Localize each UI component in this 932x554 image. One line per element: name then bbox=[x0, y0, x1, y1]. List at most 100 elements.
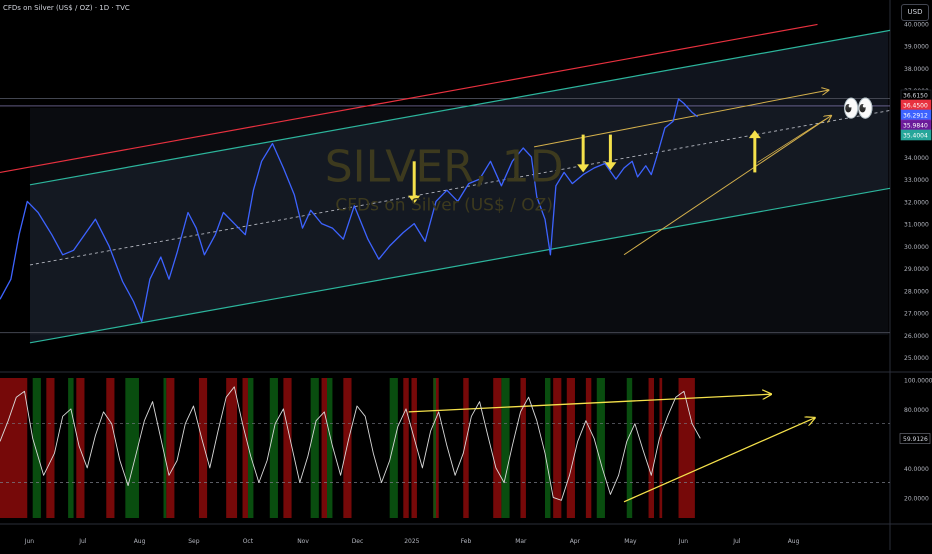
osc-zone-red bbox=[403, 378, 409, 518]
time-axis-tick-label: Dec bbox=[352, 538, 364, 545]
osc-zone-red bbox=[283, 378, 292, 518]
drawings-layer[interactable] bbox=[0, 23, 891, 503]
osc-zone-red bbox=[166, 378, 175, 518]
short-trendline[interactable] bbox=[757, 118, 826, 163]
price-axis-tick-label: 28.0000 bbox=[904, 288, 929, 295]
series-layer bbox=[0, 98, 701, 501]
chart-header-title: CFDs on Silver (US$ / OZ) · 1D · TVC bbox=[3, 4, 130, 12]
osc-zone-green bbox=[125, 378, 139, 518]
osc-zone-green bbox=[68, 378, 74, 518]
osc-current-value-label: 59.9126 bbox=[903, 436, 928, 443]
oscillator-line bbox=[0, 386, 701, 501]
price-axis-tick-label: 34.0000 bbox=[904, 155, 929, 162]
background-layer bbox=[29, 30, 889, 343]
time-axis-tick-label: Jun bbox=[678, 538, 689, 545]
osc-zone-red bbox=[566, 378, 575, 518]
osc-zone-green bbox=[163, 378, 167, 518]
price-axis-tick-label: 31.0000 bbox=[904, 222, 929, 229]
time-axis-tick-label: Nov bbox=[297, 538, 309, 545]
price-label-box bbox=[900, 129, 932, 141]
osc-zone-red bbox=[493, 378, 502, 518]
osc-zone-green bbox=[501, 378, 510, 518]
time-axis-tick-label: Jul bbox=[732, 538, 741, 545]
osc-zone-red bbox=[242, 378, 248, 518]
down-arrow-1-head bbox=[408, 195, 421, 204]
price-axis-tick-label: 40.0000 bbox=[904, 21, 929, 28]
osc-zone-green bbox=[389, 378, 398, 518]
osc-zone-green bbox=[269, 378, 278, 518]
osc-zone-green bbox=[626, 378, 633, 518]
price-label: 36.2912 bbox=[903, 113, 928, 120]
osc-lower-trendline[interactable] bbox=[623, 418, 815, 503]
time-axis-tick-label: Aug bbox=[788, 538, 800, 545]
price-line bbox=[0, 98, 699, 323]
price-label: 35.4004 bbox=[903, 133, 928, 140]
osc-upper-trendline[interactable] bbox=[408, 394, 771, 413]
osc-zone-red bbox=[46, 378, 55, 518]
osc-zone-red bbox=[648, 378, 654, 518]
channel-mid-dashed[interactable] bbox=[29, 110, 891, 266]
upper-red-line[interactable] bbox=[0, 23, 818, 174]
price-axis-tick-label: 25.0000 bbox=[904, 355, 929, 362]
lower-trendline[interactable] bbox=[623, 116, 831, 256]
price-label: 36.6150 bbox=[903, 93, 928, 100]
price-axis-tick-label: 30.0000 bbox=[904, 244, 929, 251]
down-arrow-2-head bbox=[577, 164, 590, 173]
osc-current-value-box bbox=[899, 433, 931, 444]
osc-axis-tick-label: 20.0000 bbox=[904, 495, 929, 502]
down-arrow-3-head bbox=[604, 162, 617, 171]
osc-zone-red bbox=[659, 378, 663, 518]
osc-axis-tick-label: 80.0000 bbox=[904, 407, 929, 414]
price-label: 36.4500 bbox=[903, 103, 928, 110]
osc-zone-green bbox=[545, 378, 551, 518]
channel-lower-line[interactable] bbox=[29, 187, 891, 344]
osc-zone-red bbox=[585, 378, 592, 518]
osc-zone-red bbox=[520, 378, 526, 518]
osc-axis-tick-label: 100.0000 bbox=[904, 377, 932, 384]
labels-layer: SILVER, 1D CFDs on Silver (US$ / OZ) 👀 bbox=[325, 94, 875, 215]
osc-zone-red bbox=[76, 378, 85, 518]
price-axis-tick-label: 29.0000 bbox=[904, 266, 929, 273]
osc-zone-red bbox=[106, 378, 115, 518]
osc-axis-tick-label: 40.0000 bbox=[904, 466, 929, 473]
price-axis-tick-label: 26.0000 bbox=[904, 333, 929, 340]
channel-fill bbox=[29, 30, 889, 343]
price-axis-tick-label: 33.0000 bbox=[904, 177, 929, 184]
time-axis-tick-label: Mar bbox=[515, 538, 527, 545]
axes-layer: 40.000039.000038.000037.000036.000035.00… bbox=[24, 21, 932, 545]
osc-zone-green bbox=[32, 378, 41, 518]
osc-zone-red bbox=[411, 378, 417, 518]
price-axis-tick-label: 32.0000 bbox=[904, 199, 929, 206]
time-axis-tick-label: Oct bbox=[243, 538, 254, 545]
currency-button[interactable]: USD bbox=[901, 4, 929, 21]
osc-zone-red bbox=[678, 378, 695, 518]
price-axis-tick-label: 27.0000 bbox=[904, 311, 929, 318]
osc-zone-green bbox=[327, 378, 333, 518]
range-box bbox=[29, 107, 889, 335]
eyes-emoji: 👀 bbox=[842, 94, 874, 124]
time-axis-tick-label: Jun bbox=[24, 538, 35, 545]
osc-zone-red bbox=[343, 378, 352, 518]
time-axis-tick-label: Feb bbox=[461, 538, 472, 545]
osc-zone-red bbox=[463, 378, 469, 518]
up-arrow-head bbox=[748, 130, 761, 139]
time-axis-tick-label: Jul bbox=[78, 538, 87, 545]
price-axis-tick-label: 39.0000 bbox=[904, 44, 929, 51]
time-axis-tick-label: Aug bbox=[134, 538, 146, 545]
osc-zone-red bbox=[226, 378, 238, 518]
osc-zone-red bbox=[321, 378, 327, 518]
price-label: 35.9840 bbox=[903, 123, 928, 130]
time-axis-tick-label: 2025 bbox=[404, 538, 419, 545]
oscillator-zones bbox=[0, 378, 695, 518]
price-axis-tick-label: 38.0000 bbox=[904, 66, 929, 73]
time-axis-tick-label: May bbox=[624, 538, 637, 545]
osc-zone-green bbox=[433, 378, 436, 518]
watermark-description: CFDs on Silver (US$ / OZ) bbox=[335, 195, 553, 215]
osc-zone-red bbox=[553, 378, 562, 518]
osc-zone-green bbox=[247, 378, 254, 518]
osc-zone-green bbox=[596, 378, 605, 518]
channel-upper-line[interactable] bbox=[29, 29, 891, 186]
